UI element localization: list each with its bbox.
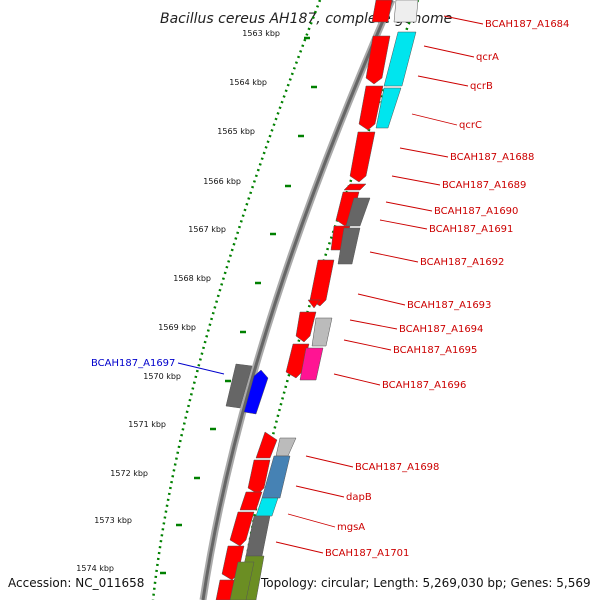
label-leader-line [385, 201, 433, 212]
gene-feature[interactable] [255, 497, 279, 517]
accession-label: Accession: NC_011658 [8, 576, 144, 590]
backbone-outer [199, 0, 396, 600]
scale-ring-outer [151, 0, 322, 600]
gene-feature[interactable] [371, 0, 393, 23]
gene-label[interactable]: BCAH187_A1696 [382, 380, 466, 391]
gene-feature[interactable] [243, 369, 269, 415]
gene-label[interactable]: BCAH187_A1693 [407, 300, 491, 311]
tick-label: 1566 kbp [203, 177, 241, 186]
gene-feature[interactable] [247, 459, 271, 495]
gene-label[interactable]: BCAH187_A1691 [429, 224, 513, 235]
gene-feature[interactable] [229, 511, 255, 547]
label-leader-line [349, 319, 398, 330]
gene-feature[interactable] [365, 35, 391, 85]
gene-feature[interactable] [261, 455, 291, 499]
label-leader-line [287, 513, 336, 528]
label-leader-line [411, 113, 458, 126]
gene-feature[interactable] [345, 197, 371, 227]
label-leader-line [343, 339, 392, 351]
gene-feature[interactable] [255, 431, 278, 459]
gene-feature[interactable] [393, 0, 419, 23]
gene-feature[interactable] [239, 491, 263, 511]
gene-feature[interactable] [295, 311, 317, 343]
gene-label[interactable]: qcrC [459, 120, 482, 131]
gene-feature[interactable] [309, 259, 335, 307]
gene-feature[interactable] [275, 437, 297, 457]
gene-label[interactable]: BCAH187_A1698 [355, 462, 439, 473]
gene-feature[interactable] [375, 87, 402, 129]
gene-features [215, 0, 419, 600]
gene-feature[interactable] [383, 31, 417, 87]
gene-label[interactable]: BCAH187_A1690 [434, 206, 518, 217]
label-leader-line [417, 75, 469, 87]
gene-labels: BCAH187_A1684 qcrA qcrB qcrC BCAH187_A1688 BC… [91, 15, 569, 559]
label-leader-line [399, 147, 449, 158]
label-leader-line [305, 455, 354, 468]
gene-label[interactable]: BCAH187_A1684 [485, 19, 569, 30]
genome-info-label: Topology: circular; Length: 5,269,030 bp… [260, 576, 591, 590]
gene-feature[interactable] [229, 561, 255, 600]
tick-label: 1567 kbp [188, 225, 226, 234]
label-leader-line [379, 219, 428, 230]
gene-label[interactable]: BCAH187_A1689 [442, 180, 526, 191]
tick-label: 1569 kbp [158, 323, 196, 332]
gene-label[interactable]: qcrB [470, 81, 493, 92]
gene-feature[interactable] [311, 317, 333, 347]
label-leader-line [177, 362, 225, 375]
gene-label[interactable]: BCAH187_A1695 [393, 345, 477, 356]
gene-label[interactable]: BCAH187_A1694 [399, 324, 483, 335]
gene-feature[interactable] [285, 343, 310, 379]
gene-label[interactable]: BCAH187_A1697 [91, 358, 175, 369]
label-leader-line [275, 541, 324, 554]
backbone-inner [201, 0, 394, 600]
gene-feature[interactable] [349, 131, 376, 183]
gene-label[interactable]: BCAH187_A1688 [450, 152, 534, 163]
gene-feature[interactable] [307, 299, 321, 309]
label-leader-line [333, 373, 381, 386]
tick-label: 1572 kbp [110, 469, 148, 478]
tick-label: 1565 kbp [217, 127, 255, 136]
tick-label: 1568 kbp [173, 274, 211, 283]
label-leader-line [295, 485, 345, 498]
tick-label: 1563 kbp [242, 29, 280, 38]
gene-feature[interactable] [358, 85, 384, 131]
gene-feature[interactable] [225, 363, 253, 409]
label-leader-line [369, 251, 419, 263]
tick-marks: 1563 kbp 1564 kbp 1565 kbp 1566 kbp 1567 kbp… [76, 29, 317, 575]
tick-label: 1574 kbp [76, 564, 114, 573]
gene-feature[interactable] [299, 347, 324, 381]
gene-feature[interactable] [343, 183, 367, 191]
tick-label: 1570 kbp [143, 372, 181, 381]
gene-label[interactable]: mgsA [337, 522, 365, 533]
gene-label[interactable]: BCAH187_A1701 [325, 548, 409, 559]
gene-feature[interactable] [337, 227, 361, 265]
tick-label: 1573 kbp [94, 516, 132, 525]
gene-label[interactable]: qcrA [476, 52, 499, 63]
tick-label: 1571 kbp [128, 420, 166, 429]
gene-label[interactable]: dapB [346, 492, 372, 503]
label-leader-line [423, 45, 475, 58]
label-leader-line [391, 175, 441, 186]
label-leader-line [443, 15, 484, 25]
label-leader-line [357, 293, 406, 306]
gene-label[interactable]: BCAH187_A1692 [420, 257, 504, 268]
tick-label: 1564 kbp [229, 78, 267, 87]
